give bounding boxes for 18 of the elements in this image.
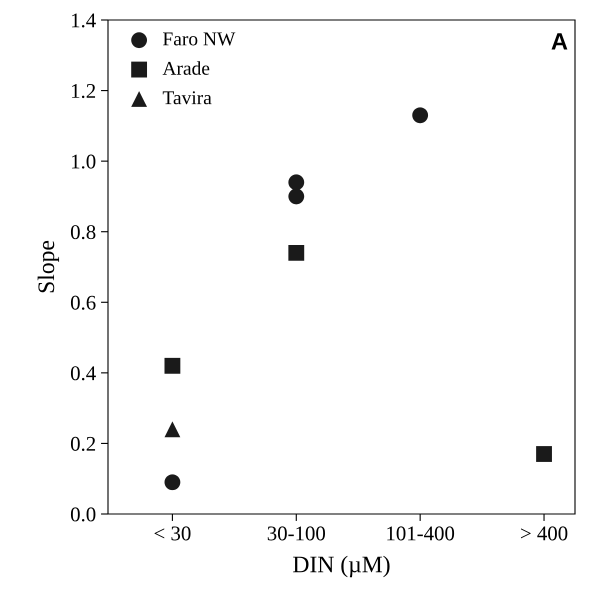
y-tick-label: 0.4 xyxy=(70,366,96,380)
legend-label: Arade xyxy=(162,61,210,75)
x-tick-label: < 30 xyxy=(154,526,191,540)
y-tick-label: 0.8 xyxy=(70,225,96,240)
y-tick-label: 0.0 xyxy=(70,507,96,522)
y-tick-label: 0.6 xyxy=(70,296,96,310)
y-tick-label: 1.4 xyxy=(72,13,96,28)
y-tick-label: 0.2 xyxy=(70,436,96,451)
y-tick-label: 1.0 xyxy=(72,154,96,169)
x-axis-title: DIN (µM) xyxy=(293,556,390,578)
y-tick-label: 1.2 xyxy=(72,84,96,98)
legend-label: Tavira xyxy=(162,91,212,104)
legend-label: Faro NW xyxy=(163,32,236,46)
x-tick-label: 101-400 xyxy=(387,526,454,540)
x-tick-label: 30-100 xyxy=(268,526,326,540)
annotation: A xyxy=(552,33,568,50)
y-axis-title: Slope xyxy=(38,240,60,292)
x-tick-label: > 400 xyxy=(520,526,568,540)
